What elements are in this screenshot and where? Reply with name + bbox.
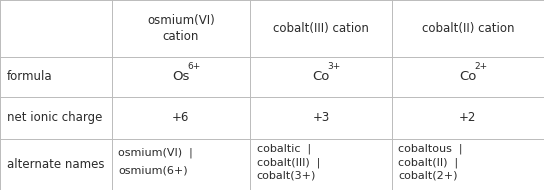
Text: osmium(6+): osmium(6+) <box>118 166 188 176</box>
Text: Co: Co <box>459 70 477 83</box>
Text: cobalt(3+): cobalt(3+) <box>257 171 316 181</box>
Text: +3: +3 <box>312 111 330 124</box>
Text: cobalt(II) cation: cobalt(II) cation <box>422 22 514 35</box>
Text: Co: Co <box>312 70 330 83</box>
Text: net ionic charge: net ionic charge <box>7 111 102 124</box>
Text: osmium(VI)  |: osmium(VI) | <box>118 147 193 158</box>
Text: 2+: 2+ <box>474 62 487 71</box>
Text: cobaltous  |: cobaltous | <box>398 144 463 154</box>
Text: cobaltic  |: cobaltic | <box>257 144 311 154</box>
Text: alternate names: alternate names <box>7 158 104 171</box>
Text: cobalt(III)  |: cobalt(III) | <box>257 157 320 168</box>
Text: +6: +6 <box>172 111 189 124</box>
Text: +2: +2 <box>459 111 477 124</box>
Text: osmium(VI)
cation: osmium(VI) cation <box>147 14 215 43</box>
Text: 6+: 6+ <box>187 62 200 71</box>
Text: formula: formula <box>7 70 52 83</box>
Text: Os: Os <box>172 70 189 83</box>
Text: cobalt(II)  |: cobalt(II) | <box>398 157 459 168</box>
Text: cobalt(III) cation: cobalt(III) cation <box>273 22 369 35</box>
Text: 3+: 3+ <box>327 62 341 71</box>
Text: cobalt(2+): cobalt(2+) <box>398 171 458 181</box>
